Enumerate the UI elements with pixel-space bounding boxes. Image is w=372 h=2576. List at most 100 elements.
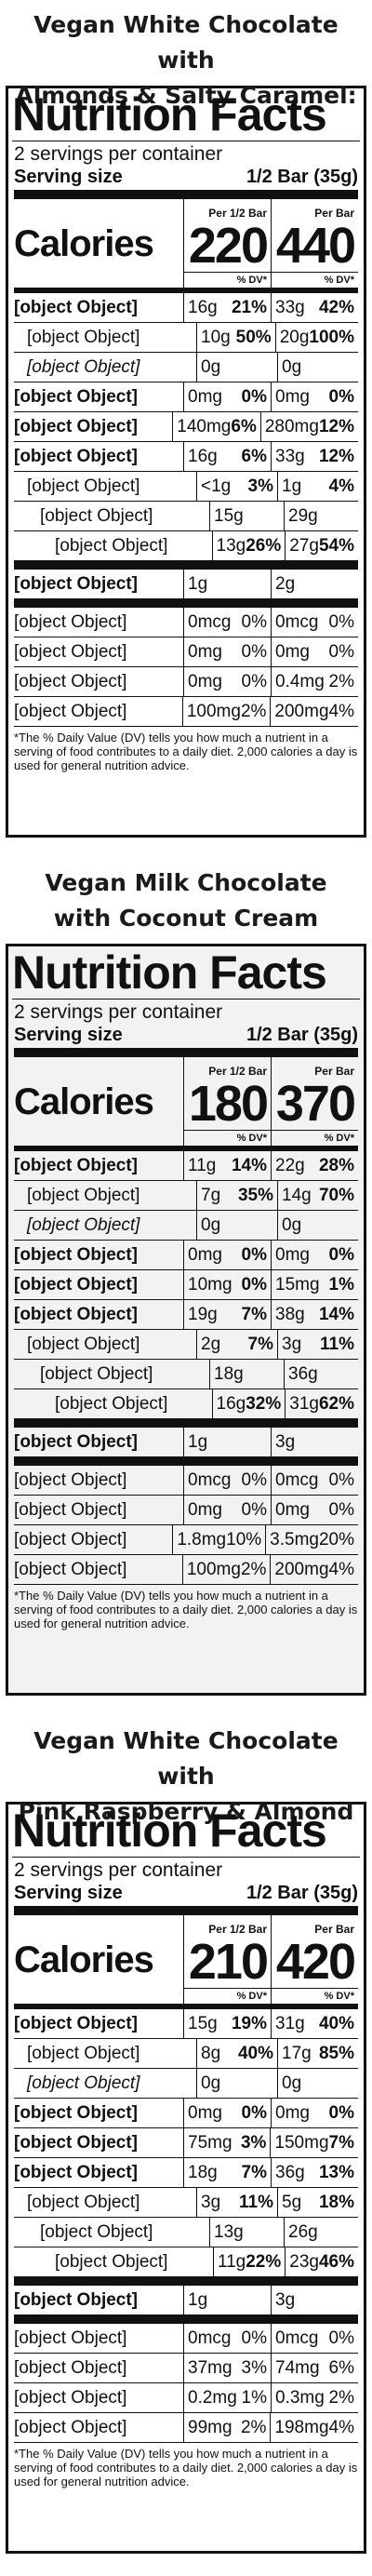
per-half-bar-cell: 1g	[183, 570, 271, 598]
amount: 36g	[275, 2162, 305, 2182]
nutrient-row: [object Object] 0.2mg 1% 0.3mg 2%	[14, 2383, 358, 2413]
nutrient-label: [object Object]	[14, 2289, 139, 2310]
amount: 16g	[188, 297, 218, 317]
calories-value: 210	[188, 1934, 269, 1990]
per-bar-cell: 0g	[277, 2069, 358, 2098]
nutrient-label: [object Object]	[14, 641, 127, 662]
nutrient-row: [object Object] 15g 29g	[14, 502, 358, 531]
per-half-bar-cell: <1g 3%	[196, 472, 277, 501]
per-bar-cell: 17g 85%	[277, 2039, 358, 2068]
calories-header: Calories Per 1/2 Bar 210 % DV* Per Bar 4…	[14, 1915, 358, 2009]
per-bar-cell: 26g	[284, 2218, 358, 2247]
daily-value-percent: 42%	[318, 297, 354, 317]
per-bar-cell: 2g	[271, 570, 358, 598]
amount: 1g	[188, 1431, 208, 1452]
amount: 1.8mg	[177, 1529, 227, 1550]
daily-value-percent: 14%	[231, 1155, 267, 1175]
per-half-bar-cell: 0mg 0%	[183, 382, 271, 411]
daily-value-percent: 0%	[328, 2328, 354, 2348]
daily-value-percent: 46%	[318, 2251, 354, 2272]
amount: 11g	[217, 2251, 246, 2272]
per-half-bar-cell: 15g 19%	[183, 2009, 271, 2038]
amount: 13g	[216, 535, 246, 556]
per-half-bar-cell: 0g	[196, 1211, 277, 1240]
per-half-bar-cell: 13g 26%	[211, 531, 286, 560]
per-bar-cell: 1g 4%	[277, 472, 358, 501]
daily-value-percent: 0%	[241, 1244, 267, 1265]
amount: 200mg	[274, 1559, 329, 1579]
column-header: Per 1/2 Bar	[208, 1923, 267, 1936]
calories-label: Calories	[14, 1939, 154, 1980]
per-bar-cell: 20g 100%	[274, 323, 358, 352]
daily-value-footnote: *The % Daily Value (DV) tells you how mu…	[14, 731, 358, 772]
calories-value: 180	[188, 1076, 269, 1132]
nutrient-row: [object Object] 18g 36g	[14, 1360, 358, 1389]
per-half-bar-cell: 140mg 6%	[172, 412, 260, 441]
nutrient-label: [object Object]	[40, 2221, 153, 2242]
daily-value-percent: 0%	[241, 2328, 267, 2348]
amount: 15g	[214, 505, 244, 526]
amount: 14g	[282, 1185, 312, 1205]
daily-value-percent: 20%	[318, 1529, 354, 1550]
nutrient-row: [object Object] 0mg 0% 0mg 0%	[14, 2099, 358, 2128]
per-half-bar-cell: 0g	[196, 353, 277, 382]
serving-size-value: 1/2 Bar (35g)	[246, 167, 358, 187]
per-bar-cell: 5g 18%	[277, 2188, 358, 2217]
per-half-bar-cell: 16g 21%	[183, 293, 271, 322]
daily-value-percent: 2%	[240, 1559, 267, 1579]
nutrient-label: [object Object]	[14, 2387, 127, 2408]
nutrient-row: [object Object] 0g 0g	[14, 1211, 358, 1241]
nutrient-label: [object Object]	[14, 2162, 139, 2182]
per-bar-cell: 33g 12%	[271, 442, 358, 471]
per-bar-cell: 15mg 1%	[271, 1270, 358, 1299]
amount: 0mcg	[188, 611, 232, 632]
per-half-bar-cell: 18g 7%	[183, 2158, 271, 2187]
nutrient-label: [object Object]	[14, 416, 139, 436]
daily-value-percent: 0%	[241, 1499, 267, 1520]
per-half-bar-column: Per 1/2 Bar 210 % DV*	[183, 1915, 271, 2004]
nutrient-label: [object Object]	[14, 1431, 139, 1452]
nutrient-label: [object Object]	[14, 2357, 127, 2378]
amount: 2g	[201, 1334, 221, 1354]
serving-size-label: Serving size	[14, 1883, 123, 1903]
nutrient-row: [object Object] 16g 32% 31g 62%	[14, 1389, 358, 1428]
amount: 27g	[289, 535, 319, 556]
amount: 0g	[282, 356, 302, 377]
amount: 198mg	[274, 2417, 329, 2437]
nutrition-facts-heading: Nutrition Facts	[12, 88, 360, 141]
nutrient-row: [object Object] 0g 0g	[14, 2069, 358, 2099]
daily-value-percent: 10%	[226, 1529, 262, 1550]
amount: 3g	[282, 1334, 302, 1354]
nutrition-facts-panel: Nutrition Facts 2 servings per container…	[6, 86, 366, 838]
column-header: Per 1/2 Bar	[208, 207, 267, 220]
amount: 3g	[275, 2289, 296, 2310]
product-title: Vegan White Chocolate with Almonds & Sal…	[0, 0, 372, 109]
amount: 0.3mg	[275, 2387, 325, 2408]
nutrient-label: [object Object]	[40, 505, 153, 526]
per-bar-cell: 0mg 0%	[271, 382, 358, 411]
nutrient-label: [object Object]	[14, 1274, 139, 1295]
nutrient-row: [object Object] 37mg 3% 74mg 6%	[14, 2354, 358, 2383]
daily-value-percent: 3%	[240, 2132, 267, 2153]
dv-header: % DV*	[272, 1988, 358, 2004]
column-header: Per Bar	[314, 1065, 354, 1078]
amount: 0g	[201, 2073, 221, 2093]
nutrient-row: [object Object] 0mg 0% 0mg 0%	[14, 382, 358, 412]
product-title-line-2: Pink Raspberry & Almond	[18, 1798, 354, 1825]
product-title-line-2: Almonds & Salty Caramel:	[15, 82, 357, 109]
nutrient-row: [object Object] 10mg 0% 15mg 1%	[14, 1270, 358, 1300]
daily-value-percent: 0%	[328, 2102, 354, 2123]
amount: 100mg	[186, 701, 241, 721]
amount: 0.2mg	[188, 2387, 237, 2408]
nutrient-label: [object Object]	[14, 446, 139, 466]
daily-value-percent: 2%	[328, 671, 354, 691]
per-half-bar-cell: 1g	[183, 1428, 271, 1456]
amount: 0g	[282, 2073, 302, 2093]
servings-per-container: 2 servings per container	[14, 1859, 223, 1881]
nutrient-label: [object Object]	[27, 2073, 140, 2093]
nutrient-row: [object Object] 15g 19% 31g 40%	[14, 2009, 358, 2039]
amount: 100mg	[186, 1559, 241, 1579]
daily-value-percent: 62%	[318, 1393, 354, 1414]
nutrient-row: [object Object] 0mg 0% 0mg 0%	[14, 1241, 358, 1270]
amount: 26g	[288, 2221, 318, 2242]
